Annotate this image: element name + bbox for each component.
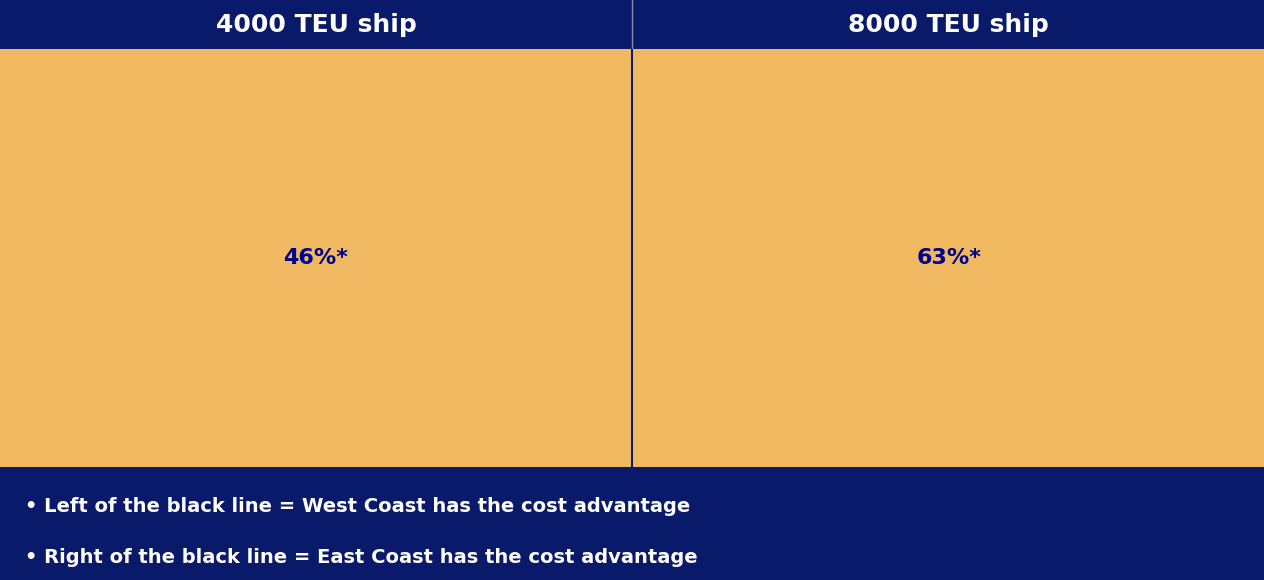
Text: 4000 TEU ship: 4000 TEU ship bbox=[216, 13, 416, 37]
Text: • Right of the black line = East Coast has the cost advantage: • Right of the black line = East Coast h… bbox=[25, 548, 698, 567]
Text: • Left of the black line = West Coast has the cost advantage: • Left of the black line = West Coast ha… bbox=[25, 497, 690, 516]
Text: 8000 TEU ship: 8000 TEU ship bbox=[848, 13, 1048, 37]
Text: 63%*: 63%* bbox=[916, 248, 981, 268]
Text: 46%*: 46%* bbox=[283, 248, 348, 268]
